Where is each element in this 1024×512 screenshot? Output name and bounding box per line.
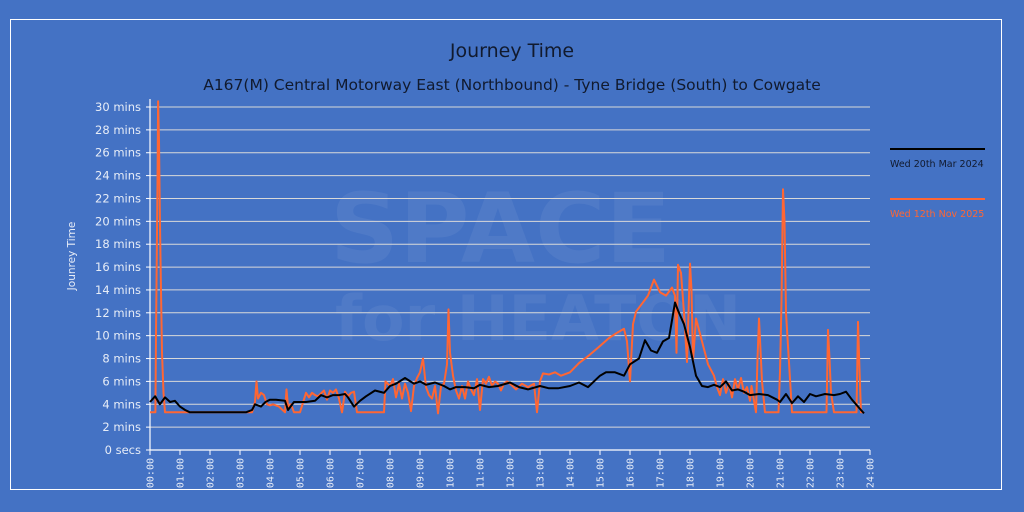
svg-text:12 mins: 12 mins [95,306,141,320]
svg-text:06:00: 06:00 [326,458,337,488]
legend-label: Wed 12th Nov 2025 [890,209,985,220]
svg-text:19:00: 19:00 [716,458,727,488]
svg-text:0 secs: 0 secs [105,443,141,457]
legend-line-icon [890,198,985,200]
gridlines [150,106,870,428]
svg-text:21:00: 21:00 [776,458,787,488]
svg-text:8 mins: 8 mins [102,352,141,366]
svg-text:01:00: 01:00 [176,458,187,488]
svg-text:03:00: 03:00 [236,458,247,488]
legend-label: Wed 20th Mar 2024 [890,159,984,170]
svg-text:30 mins: 30 mins [95,100,141,114]
svg-text:10:00: 10:00 [446,458,457,488]
svg-text:05:00: 05:00 [296,458,307,488]
svg-text:2 mins: 2 mins [102,420,141,434]
svg-text:28 mins: 28 mins [95,123,141,137]
svg-text:04:00: 04:00 [266,458,277,488]
svg-text:17:00: 17:00 [656,458,667,488]
legend-item-series-2[interactable]: Wed 12th Nov 2025 [890,198,985,220]
svg-text:20 mins: 20 mins [95,214,141,228]
svg-text:00:00: 00:00 [146,458,157,488]
watermark-text: SPACE [330,173,671,285]
svg-text:11:00: 11:00 [476,458,487,488]
svg-text:26 mins: 26 mins [95,146,141,160]
x-axis: 00:00 01:00 02:00 03:00 04:00 05:00 06:00 07:00… [146,99,877,488]
svg-text:16:00: 16:00 [626,458,637,488]
svg-text:22 mins: 22 mins [95,191,141,205]
svg-text:12:00: 12:00 [506,458,517,488]
svg-text:16 mins: 16 mins [95,260,141,274]
svg-text:23:00: 23:00 [836,458,847,488]
svg-text:18 mins: 18 mins [95,237,141,251]
svg-text:6 mins: 6 mins [102,374,141,388]
svg-text:10 mins: 10 mins [95,329,141,343]
svg-text:02:00: 02:00 [206,458,217,488]
svg-text:24 mins: 24 mins [95,169,141,183]
svg-text:22:00: 22:00 [806,458,817,488]
chart-title: Journey Time [449,40,575,62]
legend-item-series-1[interactable]: Wed 20th Mar 2024 [890,148,985,170]
watermark-text: for HEATON [335,282,741,355]
svg-text:08:00: 08:00 [386,458,397,488]
watermark: SPACE for HEATON [330,173,741,355]
svg-text:14 mins: 14 mins [95,283,141,297]
chart-subtitle: A167(M) Central Motorway East (Northboun… [203,76,821,94]
svg-text:20:00: 20:00 [746,458,757,488]
svg-text:18:00: 18:00 [686,458,697,488]
svg-text:13:00: 13:00 [536,458,547,488]
svg-text:09:00: 09:00 [416,458,427,488]
svg-text:15:00: 15:00 [596,458,607,488]
series-lines [149,100,865,415]
y-axis-ticks: 0 secs 2 mins 4 mins 6 mins 8 mins 10 mins 12 … [95,100,150,457]
chart-frame [10,19,1002,490]
legend-line-icon [890,148,985,150]
svg-text:24:00: 24:00 [866,458,877,488]
svg-text:14:00: 14:00 [566,458,577,488]
svg-text:07:00: 07:00 [356,458,367,488]
svg-text:4 mins: 4 mins [102,397,141,411]
